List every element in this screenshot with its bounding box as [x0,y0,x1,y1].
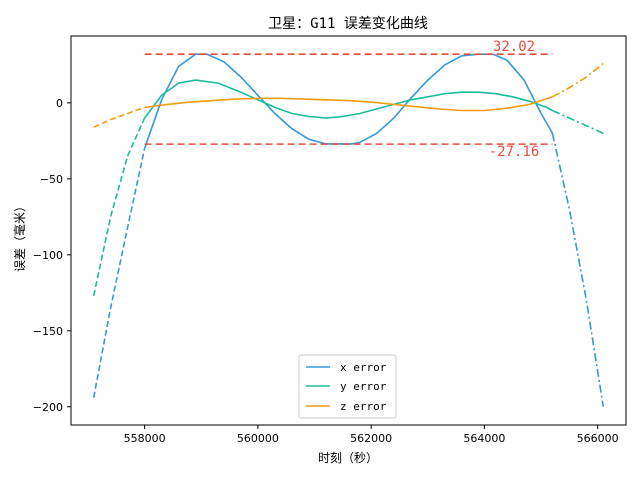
x-tick-label: 562000 [350,432,392,445]
series-y-extrapolation-right [552,109,604,135]
y-axis-label: 误差（毫米） [12,200,27,272]
series-y-fit [143,79,553,119]
legend-box [298,354,397,419]
y-tick-label: −200 [33,401,63,414]
reference-label-max: 32.02 [493,39,535,55]
y-tick-label: −150 [33,325,63,338]
x-tick-label: 564000 [463,432,505,445]
reference-label-min: -27.16 [489,144,540,160]
legend-label-y-error: y error [340,380,387,393]
legend-label-x-error: x error [340,361,387,374]
y-tick-label: 0 [56,97,63,110]
legend: x error y error z error [298,354,397,419]
reference-lines: 32.02 -27.16 [144,39,553,160]
chart-title: 卫星：G11 误差变化曲线 [268,16,428,32]
series-x-extrapolation-left [92,148,146,398]
series-x-error [92,53,605,407]
series-x-extrapolation-right [551,133,605,407]
series-layer [92,53,605,407]
series-z-fit [144,96,553,112]
series-z-extrapolation-left [93,106,145,128]
series-z-error [93,62,604,128]
y-tick-label: −50 [40,173,63,186]
y-tick-label: −100 [33,249,63,262]
series-y-extrapolation-left [92,117,146,296]
series-z-extrapolation-right [552,62,604,98]
x-tick-label: 566000 [577,432,619,445]
x-axis-ticks: 558000 560000 562000 564000 566000 [124,425,619,445]
series-y-error [92,79,604,296]
y-axis-ticks: 0 −50 −100 −150 −200 [33,97,71,414]
x-tick-label: 560000 [237,432,279,445]
x-tick-label: 558000 [124,432,166,445]
plot-frame [70,35,627,426]
x-axis-label: 时刻（秒） [318,451,378,465]
legend-label-z-error: z error [340,400,387,413]
